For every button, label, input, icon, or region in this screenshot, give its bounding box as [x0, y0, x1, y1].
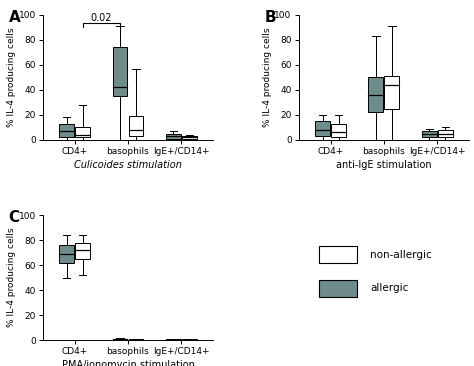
- Y-axis label: % IL-4 producing cells: % IL-4 producing cells: [7, 27, 16, 127]
- Text: allergic: allergic: [370, 283, 409, 294]
- Bar: [166, 134, 181, 139]
- Bar: [384, 76, 400, 109]
- Bar: [182, 136, 197, 139]
- Y-axis label: % IL-4 producing cells: % IL-4 producing cells: [263, 27, 272, 127]
- X-axis label: PMA/ionomycin stimulation: PMA/ionomycin stimulation: [62, 361, 194, 366]
- Bar: [128, 116, 144, 136]
- Bar: [59, 124, 74, 137]
- Bar: [59, 245, 74, 263]
- Text: A: A: [9, 10, 20, 25]
- Bar: [315, 121, 330, 136]
- Text: 0.02: 0.02: [91, 13, 112, 23]
- Text: B: B: [264, 10, 276, 25]
- Bar: [75, 243, 90, 259]
- X-axis label: anti-IgE stimulation: anti-IgE stimulation: [336, 160, 432, 170]
- Bar: [182, 339, 197, 340]
- Text: C: C: [9, 210, 19, 225]
- Bar: [166, 339, 181, 340]
- Text: non-allergic: non-allergic: [370, 250, 432, 259]
- Bar: [128, 339, 144, 340]
- Bar: [368, 77, 383, 112]
- Y-axis label: % IL-4 producing cells: % IL-4 producing cells: [7, 228, 16, 328]
- Bar: [75, 127, 90, 137]
- Bar: [331, 124, 346, 137]
- Bar: [422, 131, 437, 137]
- Bar: [438, 130, 453, 137]
- Bar: [112, 339, 128, 340]
- Bar: [319, 246, 356, 263]
- X-axis label: Culicoides stimulation: Culicoides stimulation: [74, 160, 182, 170]
- Bar: [319, 280, 356, 296]
- Bar: [112, 47, 128, 96]
